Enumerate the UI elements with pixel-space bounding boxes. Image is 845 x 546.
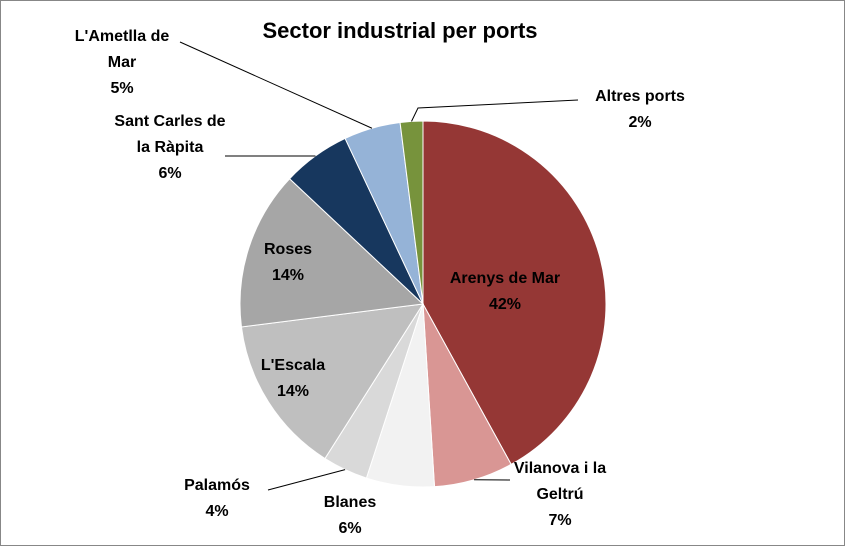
- value-label: 42%: [488, 296, 522, 313]
- value-label: 4%: [205, 503, 229, 520]
- slice-label: L'Ametlla de Mar 5%: [60, 24, 185, 102]
- category-name: Sant Carles de la Ràpita: [114, 113, 226, 156]
- value-label: 14%: [271, 267, 305, 284]
- category-name: Altres ports: [595, 88, 685, 105]
- slice-label: Altres ports 2%: [570, 84, 710, 136]
- value-label: 14%: [276, 383, 310, 400]
- pie-slice: [422, 120, 607, 466]
- category-name: Palamós: [184, 477, 250, 494]
- value-label: 7%: [548, 512, 572, 529]
- chart-title: Sector industrial per ports: [262, 18, 538, 43]
- leader-line: [179, 41, 373, 129]
- value-label: 5%: [110, 80, 134, 97]
- category-name: L'Escala: [260, 357, 326, 374]
- category-name: Blanes: [323, 494, 377, 511]
- slice-label: Palamós 4%: [167, 473, 267, 525]
- pie-slice: [239, 178, 425, 328]
- slice-label: Sant Carles de la Ràpita 6%: [108, 109, 233, 187]
- leader-line: [411, 99, 579, 122]
- category-name: Vilanova i la Geltrú: [513, 460, 607, 503]
- value-label: 6%: [158, 165, 182, 182]
- slice-label: L'Escala 14%: [243, 353, 343, 405]
- category-name: Arenys de Mar: [449, 270, 561, 287]
- value-label: 6%: [338, 520, 362, 537]
- category-name: L'Ametlla de Mar: [74, 28, 170, 71]
- slice-label: Arenys de Mar 42%: [435, 266, 575, 318]
- value-label: 2%: [628, 114, 652, 131]
- slice-label: Vilanova i la Geltrú 7%: [490, 456, 630, 534]
- slice-label: Blanes 6%: [300, 490, 400, 542]
- category-name: Roses: [263, 241, 313, 258]
- slice-label: Roses 14%: [238, 237, 338, 289]
- leader-line: [267, 469, 346, 491]
- pie-slice: [240, 303, 424, 460]
